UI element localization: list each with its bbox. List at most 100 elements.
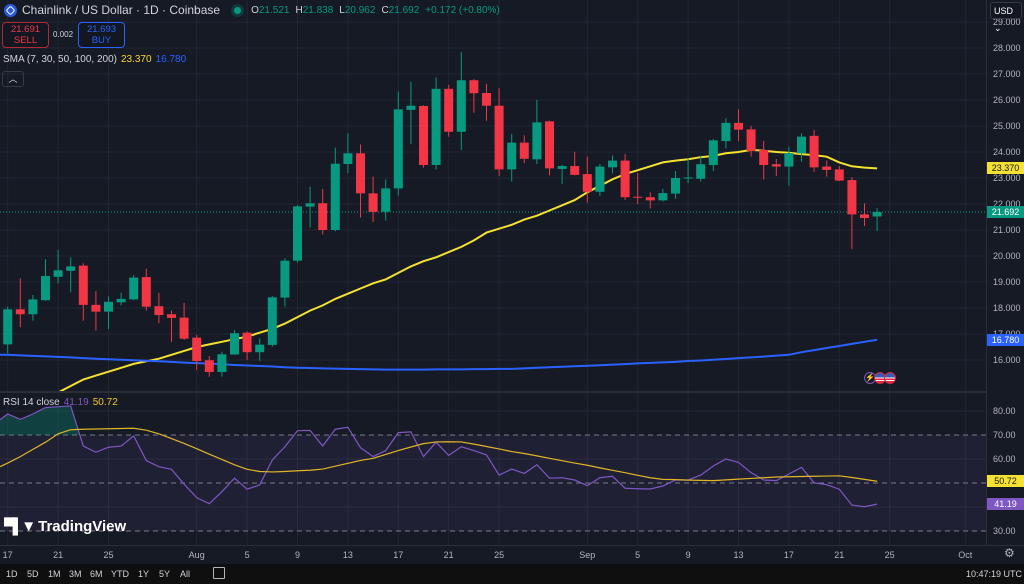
clock[interactable]: 10:47:19 UTC	[965, 569, 1022, 579]
rsi-badge: 50.72	[987, 475, 1024, 488]
candle	[3, 306, 13, 354]
sell-price: 21.691	[10, 24, 41, 35]
price-axis[interactable]	[986, 0, 1024, 545]
rsi-legend[interactable]: RSI 14 close 41.19 50.72	[3, 397, 118, 408]
candle-body	[721, 122, 731, 142]
candle	[570, 151, 580, 176]
candle-body	[204, 360, 214, 372]
range-button-all[interactable]: All	[180, 569, 191, 579]
candle	[66, 257, 76, 293]
collapse-legend-button[interactable]: ︿	[2, 71, 24, 87]
rsi-ma-line	[0, 427, 878, 482]
sma-fast-line	[58, 148, 878, 391]
low-label: L	[339, 4, 345, 16]
candle	[721, 117, 731, 149]
candle	[809, 129, 819, 172]
candle-body	[129, 277, 139, 300]
candle	[78, 263, 88, 321]
candle	[469, 79, 479, 113]
range-button-ytd[interactable]: YTD	[111, 569, 129, 579]
sma-value-fast: 23.370	[120, 54, 152, 65]
buy-button[interactable]: 21.693 BUY	[78, 22, 125, 48]
price-tick-label: 23.000	[993, 173, 1021, 183]
candle	[91, 291, 101, 331]
candle	[406, 81, 416, 145]
price-tick-label: 28.000	[993, 43, 1021, 53]
candle	[557, 165, 567, 184]
currency-label: USD	[994, 6, 1014, 16]
candle	[41, 259, 50, 301]
candle-body	[797, 136, 806, 154]
currency-select[interactable]: USD ⌄	[990, 2, 1022, 33]
range-button-1y[interactable]: 1Y	[138, 569, 150, 579]
range-button-1m[interactable]: 1M	[48, 569, 61, 579]
rsi-tick-label: 30.00	[993, 526, 1016, 536]
time-tick-label: 25	[494, 550, 505, 560]
rsi-value: 41.19	[63, 397, 89, 408]
candle	[167, 310, 176, 342]
candle-body	[645, 197, 655, 201]
candle-body	[469, 80, 479, 94]
sma-legend[interactable]: SMA (7, 30, 50, 100, 200) 23.370 16.780	[3, 54, 186, 65]
price-tick-label: 16.000	[993, 355, 1021, 365]
range-button-5d[interactable]: 5D	[27, 569, 39, 579]
price-chart[interactable]	[0, 0, 986, 545]
candle-body	[847, 180, 857, 215]
candle	[545, 120, 554, 176]
candle-body	[658, 193, 668, 201]
symbol-title[interactable]: Chainlink / US Dollar · 1D · Coinbase	[22, 3, 221, 17]
candle	[456, 51, 466, 150]
time-tick-label: 25	[884, 550, 895, 560]
price-tick-label: 27.000	[993, 69, 1021, 79]
bottom-toolbar: 1D 5D 1M 3M 6M YTD 1Y 5Y All 10:47:19 UTC	[0, 564, 1024, 584]
candle-body	[53, 270, 63, 277]
rsi-badge: 41.19	[987, 498, 1024, 511]
candle-body	[78, 265, 88, 305]
candle-body	[267, 297, 277, 345]
candle-body	[141, 277, 151, 307]
candle	[230, 330, 239, 355]
candle-body	[179, 317, 189, 339]
range-button-3m[interactable]: 3M	[69, 569, 82, 579]
candle	[393, 91, 403, 196]
candle	[860, 203, 869, 227]
candle-body	[305, 203, 315, 207]
range-button-6m[interactable]: 6M	[90, 569, 103, 579]
candle-body	[771, 164, 781, 167]
us-flag-event-icon[interactable]	[884, 372, 896, 384]
change-value: +0.172 (+0.80%)	[425, 4, 500, 16]
candle	[683, 157, 693, 184]
candle	[784, 146, 794, 186]
calendar-icon[interactable]	[213, 567, 225, 579]
sell-button[interactable]: 21.691 SELL	[2, 22, 49, 48]
chainlink-logo-icon	[4, 3, 17, 17]
candle	[318, 188, 328, 235]
candle-body	[822, 166, 832, 170]
high-value: 21.838	[302, 4, 334, 16]
candle-body	[519, 142, 529, 159]
settings-gear-icon[interactable]: ⚙	[1004, 546, 1015, 560]
candle	[104, 296, 113, 330]
candle	[368, 176, 378, 222]
candle	[797, 133, 806, 162]
candle-body	[41, 276, 50, 301]
price-tick-label: 24.000	[993, 147, 1021, 157]
candle	[217, 351, 227, 377]
time-axis[interactable]: 17 21 25 Aug 5 9 13 17 21 25 Sep 5 9 13 17 21 25 Oct	[0, 545, 1024, 564]
candle	[734, 109, 743, 142]
rsi-label: RSI 14 close	[3, 397, 60, 408]
market-open-status-icon	[234, 6, 242, 14]
time-tick-label: 17	[783, 550, 794, 560]
close-value: 21.692	[388, 4, 420, 16]
candle-body	[66, 266, 76, 271]
time-tick-label: 21	[443, 550, 454, 560]
tradingview-logo-icon: ▀▌▼	[4, 518, 36, 535]
tradingview-watermark: ▀▌▼ TradingView	[4, 518, 126, 535]
range-button-1d[interactable]: 1D	[6, 569, 18, 579]
price-badge: 23.370	[987, 162, 1024, 175]
range-button-5y[interactable]: 5Y	[159, 569, 171, 579]
economic-events[interactable]: ⚡	[864, 372, 896, 384]
time-tick-label: 21	[53, 550, 64, 560]
buy-price: 21.693	[86, 24, 117, 35]
candle-body	[343, 153, 353, 164]
